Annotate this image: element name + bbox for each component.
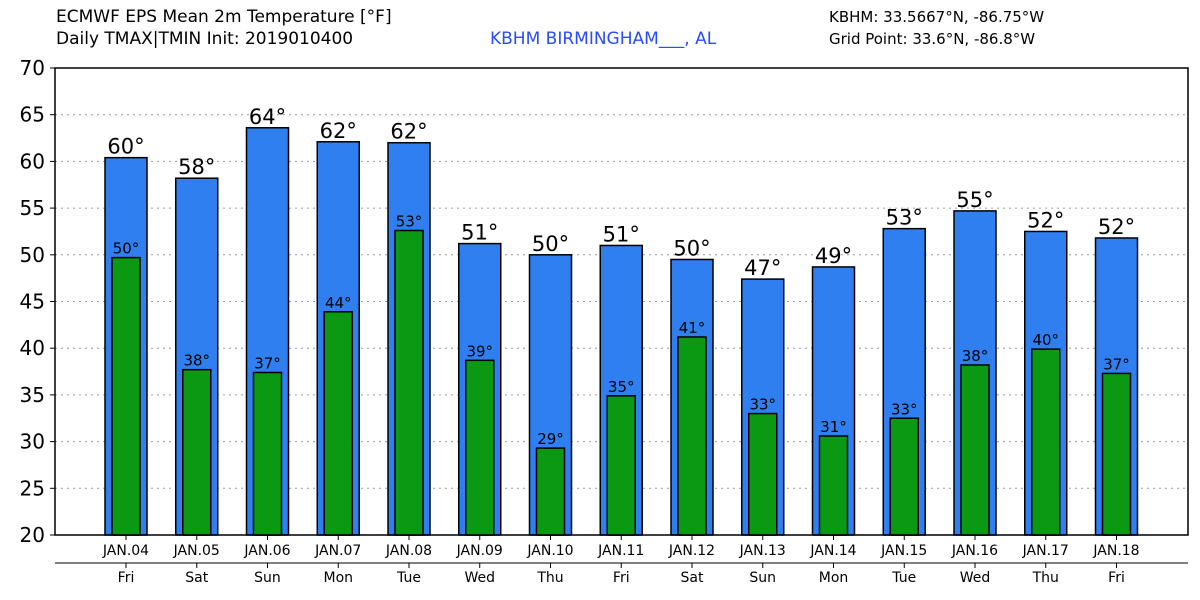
- weekday-label: Fri: [613, 570, 630, 586]
- tmax-label: 52°: [1027, 208, 1064, 232]
- tmin-label: 37°: [1103, 355, 1130, 373]
- tmin-label: 39°: [466, 342, 493, 360]
- tmin-bar: [748, 412, 778, 536]
- tmin-bar: [111, 256, 141, 536]
- x-tick-label: JAN.18: [1092, 543, 1139, 559]
- tmax-label: 51°: [461, 221, 498, 245]
- tmin-label: 33°: [891, 400, 918, 418]
- tmin-label: 31°: [820, 418, 847, 436]
- y-tick-label: 20: [20, 523, 45, 547]
- weekday-label: Mon: [323, 570, 353, 586]
- y-tick-label: 40: [20, 336, 45, 360]
- tmin-bar: [1031, 348, 1061, 536]
- weekday-label: Tue: [891, 570, 916, 586]
- tmax-label: 50°: [532, 232, 569, 256]
- tmin-label: 35°: [608, 378, 635, 396]
- y-tick-label: 45: [20, 290, 45, 314]
- tmax-label: 49°: [815, 244, 852, 268]
- tmin-bar: [182, 368, 212, 536]
- x-tick-label: JAN.14: [809, 543, 856, 559]
- tmax-label: 53°: [886, 206, 923, 230]
- tmax-label: 47°: [744, 256, 781, 280]
- tmin-bar: [394, 229, 424, 536]
- x-tick-label: JAN.12: [668, 543, 715, 559]
- tmax-label: 62°: [390, 120, 427, 144]
- tmin-label: 38°: [962, 347, 989, 365]
- weekday-label: Wed: [960, 570, 991, 586]
- tmin-bar: [323, 311, 353, 536]
- tmin-label: 41°: [679, 319, 706, 337]
- tmin-label: 50°: [113, 240, 140, 258]
- tmin-label: 53°: [396, 213, 423, 231]
- station-name: KBHM BIRMINGHAM___, AL: [490, 29, 717, 49]
- tmin-bar: [677, 336, 707, 536]
- grid-point: Grid Point: 33.6°N, -86.8°W: [829, 30, 1036, 48]
- y-tick-label: 65: [20, 103, 45, 127]
- tmax-label: 64°: [249, 105, 286, 129]
- x-tick-label: JAN.07: [314, 543, 361, 559]
- tmin-bar: [889, 417, 919, 536]
- tmin-bar: [252, 371, 283, 536]
- y-tick-label: 30: [20, 430, 45, 454]
- tmax-label: 60°: [107, 135, 144, 159]
- x-tick-label: JAN.04: [102, 543, 149, 559]
- tmax-label: 58°: [178, 155, 215, 179]
- x-tick-label: JAN.08: [385, 543, 432, 559]
- tmin-bar: [465, 359, 495, 536]
- weekday-label: Tue: [396, 570, 421, 586]
- tmax-label: 51°: [603, 222, 640, 246]
- weekday-label: Mon: [819, 570, 849, 586]
- y-tick-label: 60: [20, 149, 45, 173]
- tmax-label: 62°: [320, 119, 357, 143]
- x-tick-label: JAN.09: [456, 543, 503, 559]
- weekday-label: Wed: [464, 570, 495, 586]
- tmin-bar: [606, 395, 636, 536]
- plot-frame: [54, 67, 1189, 536]
- weekday-label: Sat: [681, 570, 704, 586]
- tmax-label: 52°: [1098, 215, 1135, 239]
- y-tick-label: 50: [20, 243, 45, 267]
- weekday-label: Thu: [536, 570, 563, 586]
- tmin-label: 33°: [749, 396, 776, 414]
- tmin-label: 44°: [325, 294, 352, 312]
- tmin-bar: [535, 447, 566, 536]
- x-tick-label: JAN.13: [739, 543, 786, 559]
- y-tick-label: 55: [20, 196, 45, 220]
- tmax-label: 50°: [673, 236, 710, 260]
- chart-title: ECMWF EPS Mean 2m Temperature [°F]: [56, 7, 392, 27]
- x-tick-label: JAN.11: [597, 543, 644, 559]
- tmin-label: 40°: [1032, 331, 1059, 349]
- tmin-label: 37°: [254, 354, 281, 372]
- y-tick-label: 35: [20, 383, 45, 407]
- tmin-bar: [818, 435, 849, 536]
- x-tick-label: JAN.10: [526, 543, 573, 559]
- y-tick-label: 25: [20, 476, 45, 500]
- x-tick-label: JAN.06: [243, 543, 290, 559]
- x-tick-label: JAN.16: [951, 543, 998, 559]
- station-coords: KBHM: 33.5667°N, -86.75°W: [829, 8, 1045, 26]
- x-tick-label: JAN.17: [1022, 543, 1069, 559]
- tmin-label: 38°: [183, 352, 210, 370]
- weekday-label: Sun: [254, 570, 281, 586]
- tmin-label: 29°: [537, 430, 564, 448]
- weekday-label: Sat: [185, 570, 208, 586]
- weekday-label: Fri: [118, 570, 135, 586]
- tmax-label: 55°: [956, 188, 993, 212]
- chart-subtitle: Daily TMAX|TMIN Init: 2019010400: [56, 29, 354, 49]
- weekday-label: Fri: [1108, 570, 1125, 586]
- tmin-bar: [960, 364, 990, 536]
- weekday-label: Sun: [749, 570, 776, 586]
- tmin-bar: [1101, 372, 1132, 536]
- weekday-label: Thu: [1032, 570, 1059, 586]
- x-tick-label: JAN.15: [880, 543, 927, 559]
- x-tick-label: JAN.05: [173, 543, 220, 559]
- y-tick-label: 70: [20, 56, 45, 80]
